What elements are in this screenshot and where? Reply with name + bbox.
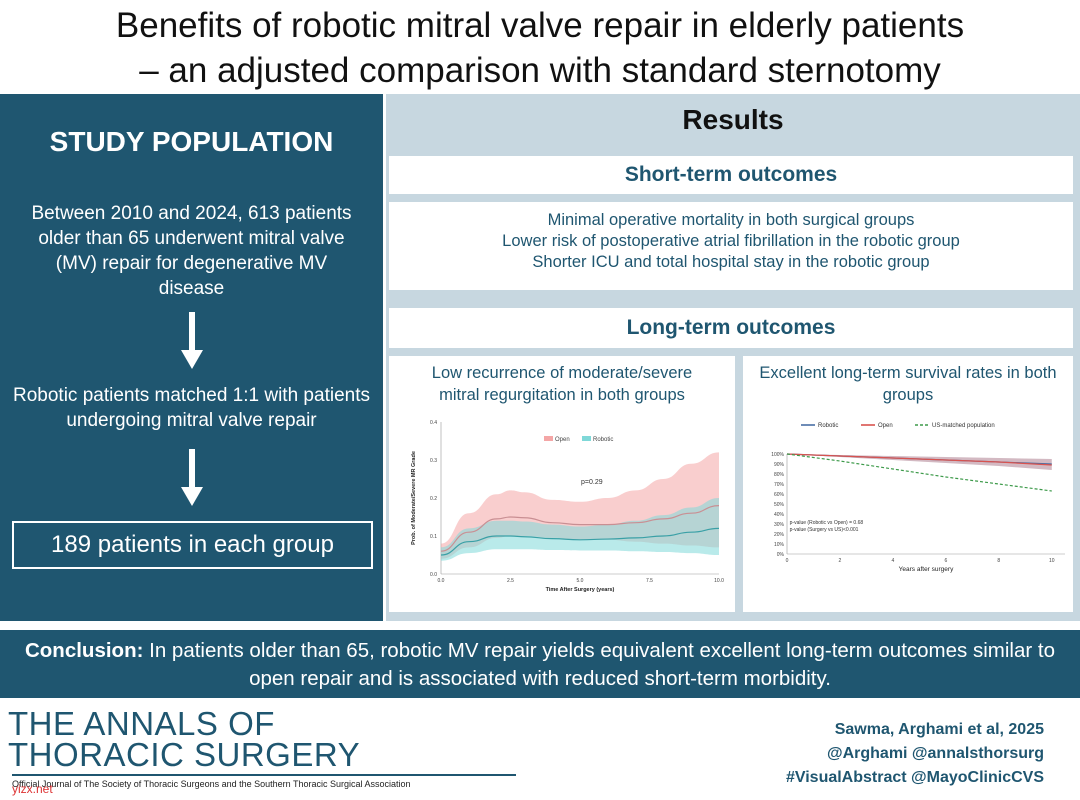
conclusion-label: Conclusion: (24, 639, 144, 662)
x-tick-label: 2 (839, 558, 842, 564)
short-term-title-bar: Short-term outcomes (389, 156, 1073, 194)
journal-name-line-1: THE ANNALS OF (8, 705, 275, 742)
patients-per-group-box: 189 patients in each group (12, 521, 373, 569)
short-term-item: Shorter ICU and total hospital stay in t… (532, 253, 930, 271)
long-term-title: Long-term outcomes (626, 316, 836, 339)
matching-description: Robotic patients matched 1:1 with patien… (13, 385, 370, 431)
x-axis-title: Years after surgery (899, 566, 954, 573)
mr-recurrence-card: Low recurrence of moderate/severe mitral… (389, 356, 735, 612)
survival-card: Excellent long-term survival rates in bo… (743, 356, 1073, 612)
x-tick-label: 10 (1049, 558, 1055, 564)
x-tick-label: 0.0 (438, 578, 445, 584)
down-arrow-icon (181, 449, 203, 506)
social-handles: @Arghami @annalsthorsurg (826, 745, 1044, 762)
confidence-band-robotic (441, 498, 719, 561)
y-tick-label: 30% (774, 522, 785, 528)
series-line-open (786, 453, 1052, 466)
y-tick-label: 70% (774, 482, 785, 488)
confidence-band-open (787, 454, 1052, 470)
y-axis-title: Prob. of Moderate/Severe MR Grade (411, 451, 417, 545)
y-tick-label: 0.3 (430, 458, 437, 464)
watermark: yizx.net (12, 782, 53, 796)
x-axis-title: Time After Surgery (years) (546, 587, 615, 593)
x-tick-label: 5.0 (577, 578, 584, 584)
series-line-robotic (440, 527, 720, 556)
results-heading: Results (682, 104, 784, 135)
y-tick-label: 90% (774, 462, 785, 468)
x-tick-label: 2.5 (507, 578, 514, 584)
hashtags: #VisualAbstract @MayoClinicCVS (785, 769, 1044, 786)
p-value-annotation: p-value (Robotic vs Open) = 0.68 (790, 520, 864, 526)
y-tick-label: 100% (771, 452, 784, 458)
series-line-us-matched-population (786, 453, 1052, 492)
y-tick-label: 0.4 (430, 420, 437, 426)
mr-recurrence-chart: 0.0 0.1 0.2 0.3 0.4 0.0 2.5 5.0 7.5 10.0 Time Afte… (411, 420, 724, 593)
y-tick-label: 50% (774, 502, 785, 508)
legend-label-robotic: Robotic (593, 437, 613, 443)
y-tick-label: 0.2 (430, 496, 437, 502)
short-term-item: Minimal operative mortality in both surg… (547, 211, 915, 229)
page-title: Benefits of robotic mitral valve repair … (0, 0, 1080, 93)
x-tick-label: 4 (892, 558, 895, 564)
p-value-annotation: p-value (Surgery vs US)<0.001 (790, 527, 859, 533)
study-population-heading: STUDY POPULATION (49, 126, 334, 157)
series-line-open (440, 505, 720, 552)
y-tick-label: 0% (777, 552, 785, 558)
down-arrow-icon (181, 312, 203, 369)
y-tick-label: 80% (774, 472, 785, 478)
title-line-1: Benefits of robotic mitral valve repair … (115, 6, 965, 45)
conclusion-banner: Conclusion: In patients older than 65, r… (0, 630, 1080, 698)
legend-label-robotic: Robotic (818, 423, 838, 429)
p-value-annotation: p=0.29 (581, 479, 603, 486)
long-term-title-bar: Long-term outcomes (389, 308, 1073, 348)
journal-name-line-2: THORACIC SURGERY (8, 736, 361, 773)
journal-divider (12, 774, 516, 776)
study-population-description: Between 2010 and 2024, 613 patients olde… (31, 203, 352, 299)
y-tick-label: 10% (774, 542, 785, 548)
short-term-title: Short-term outcomes (624, 163, 838, 186)
authors: Sawma, Arghami et al, 2025 (834, 721, 1044, 738)
conclusion-text: In patients older than 65, robotic MV re… (149, 639, 1055, 690)
short-term-item: Lower risk of postoperative atrial fibri… (502, 232, 960, 250)
short-term-outcomes-box: Minimal operative mortality in both surg… (389, 202, 1073, 290)
x-tick-label: 8 (997, 558, 1000, 564)
legend-label-open: Open (878, 423, 893, 429)
y-tick-label: 0.0 (430, 572, 437, 578)
legend-label-open: Open (555, 437, 570, 443)
credits: Sawma, Arghami et al, 2025 @Arghami @ann… (786, 718, 1044, 790)
x-tick-label: 0 (786, 558, 789, 564)
survival-card-title: Excellent long-term survival rates in bo… (759, 364, 1057, 404)
y-tick-label: 20% (774, 532, 785, 538)
y-tick-label: 0.1 (430, 534, 437, 540)
mr-card-title: Low recurrence of moderate/severe mitral… (431, 364, 693, 404)
x-tick-label: 7.5 (646, 578, 653, 584)
y-tick-label: 40% (774, 512, 785, 518)
confidence-band-robotic (787, 454, 1052, 470)
legend-swatch-robotic (582, 436, 591, 441)
x-tick-label: 10.0 (714, 578, 724, 584)
survival-chart: 0% 10% 20% 30% 40% 50% 60% 70% 80% 90% 100% 0 2 4 6 8 10… (771, 423, 1065, 573)
y-tick-label: 60% (774, 492, 785, 498)
title-line-2: – an adjusted comparison with standard s… (139, 51, 941, 90)
legend-label-us-matched-population: US-matched population (932, 423, 995, 429)
x-tick-label: 6 (944, 558, 947, 564)
journal-subtitle: Official Journal of The Society of Thora… (12, 779, 411, 789)
legend-swatch-open (544, 436, 553, 441)
journal-logo: THE ANNALS OF THORACIC SURGERY (8, 705, 361, 773)
